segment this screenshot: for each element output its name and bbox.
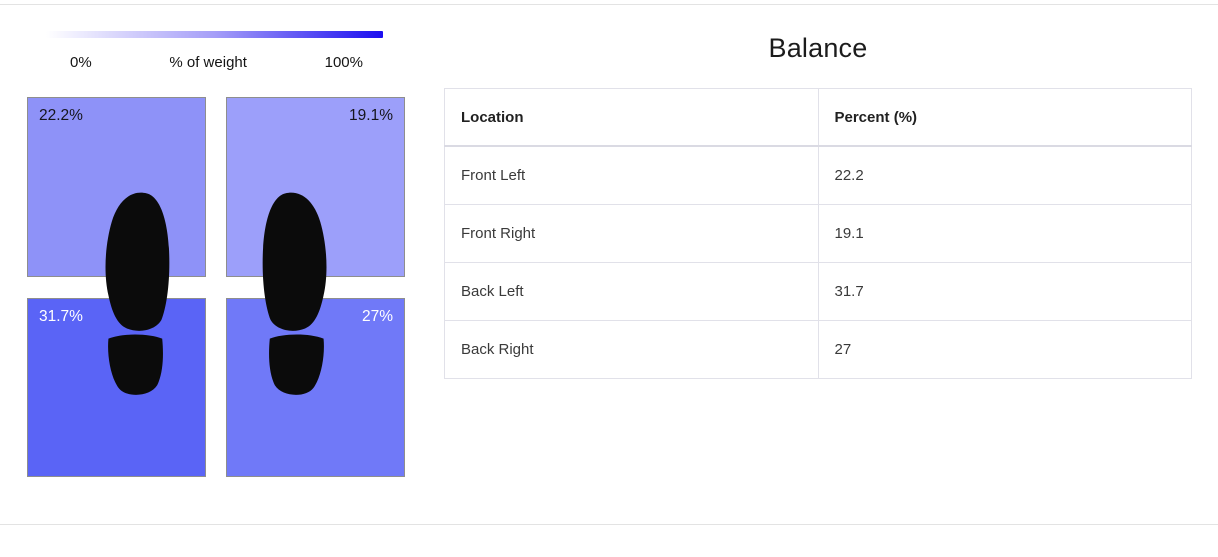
- balance-table-panel: Balance Location Percent (%) Front Left …: [444, 0, 1192, 379]
- location-cell: Back Left: [444, 262, 819, 321]
- page-title: Balance: [768, 33, 868, 63]
- quadrant-percent-label: 22.2%: [39, 107, 83, 124]
- location-cell: Back Right: [444, 320, 819, 379]
- quadrant-percent-label: 31.7%: [39, 308, 83, 325]
- quadrant-percent-label: 19.1%: [349, 107, 393, 124]
- table-row: Back Left 31.7: [444, 262, 1192, 321]
- shoe-print-left-icon: [105, 192, 170, 395]
- balance-table: Location Percent (%) Front Left 22.2 Fro…: [444, 88, 1192, 379]
- table-row: Front Right 19.1: [444, 204, 1192, 263]
- column-header-percent: Percent (%): [817, 88, 1192, 147]
- quadrant-back-left: 31.7%: [27, 298, 206, 477]
- percent-cell: 27: [817, 320, 1192, 379]
- quadrant-front-left: 22.2%: [27, 97, 206, 277]
- top-divider: [0, 4, 1218, 5]
- weight-gradient-bar: [46, 31, 383, 38]
- percent-cell: 19.1: [817, 204, 1192, 263]
- shoe-print-right-icon: [262, 192, 327, 395]
- location-cell: Front Left: [444, 145, 819, 205]
- location-cell: Front Right: [444, 204, 819, 263]
- percent-cell: 31.7: [817, 262, 1192, 321]
- legend-max-label: 100%: [324, 54, 363, 71]
- legend-min-label: 0%: [70, 54, 92, 71]
- table-row: Front Left 22.2: [444, 145, 1192, 205]
- weight-legend: 0% % of weight 100%: [46, 54, 383, 71]
- bottom-divider: [0, 524, 1218, 525]
- percent-cell: 22.2: [817, 145, 1192, 205]
- quadrant-percent-label: 27%: [361, 308, 393, 325]
- table-header-row: Location Percent (%): [444, 88, 1192, 147]
- legend-title: % of weight: [169, 54, 247, 71]
- column-header-location: Location: [444, 88, 819, 147]
- quadrant-back-right: 27%: [226, 298, 405, 477]
- table-row: Back Right 27: [444, 320, 1192, 379]
